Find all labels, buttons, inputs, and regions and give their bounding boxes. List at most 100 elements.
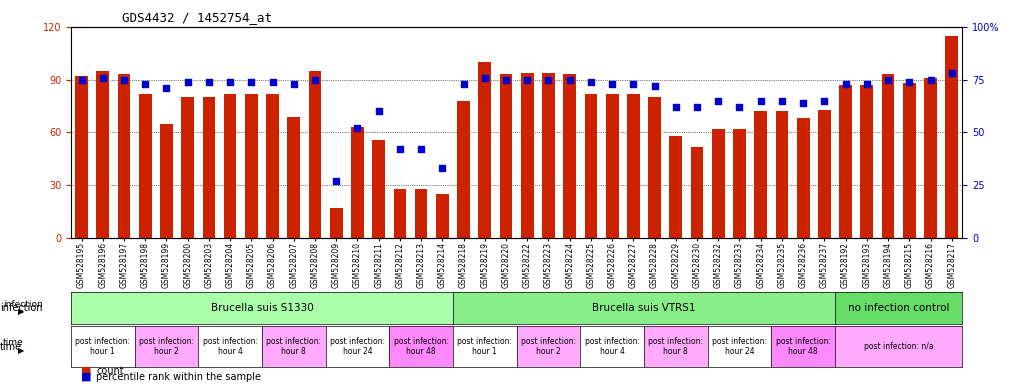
Point: [731, 104, 748, 110]
Text: post infection:
hour 2: post infection: hour 2: [521, 337, 576, 356]
Point: [604, 81, 620, 87]
Bar: [266, 94, 279, 238]
Text: time: time: [0, 341, 22, 352]
Bar: [542, 73, 555, 238]
Point: [435, 165, 451, 171]
Text: Brucella suis VTRS1: Brucella suis VTRS1: [593, 303, 696, 313]
Point: [540, 76, 556, 83]
Point: [795, 100, 811, 106]
Bar: [181, 97, 194, 238]
Point: [774, 98, 790, 104]
Bar: [393, 189, 406, 238]
Bar: [819, 109, 831, 238]
Point: [264, 79, 281, 85]
Text: GDS4432 / 1452754_at: GDS4432 / 1452754_at: [122, 12, 271, 25]
Point: [816, 98, 833, 104]
Bar: [414, 189, 427, 238]
Bar: [563, 74, 576, 238]
Text: post infection:
hour 24: post infection: hour 24: [330, 337, 385, 356]
Point: [582, 79, 599, 85]
Text: post infection:
hour 8: post infection: hour 8: [266, 337, 321, 356]
Bar: [776, 111, 788, 238]
Point: [328, 178, 344, 184]
Text: no infection control: no infection control: [848, 303, 949, 313]
Point: [668, 104, 684, 110]
Point: [137, 81, 153, 87]
Text: infection: infection: [0, 303, 43, 313]
Point: [753, 98, 769, 104]
Point: [689, 104, 705, 110]
Text: post infection:
hour 24: post infection: hour 24: [712, 337, 767, 356]
Point: [307, 76, 323, 83]
Point: [456, 81, 472, 87]
Bar: [839, 85, 852, 238]
Bar: [224, 94, 236, 238]
Point: [222, 79, 238, 85]
Bar: [521, 73, 534, 238]
Point: [710, 98, 726, 104]
Text: ▶: ▶: [18, 346, 24, 355]
Text: infection: infection: [3, 300, 43, 309]
Point: [519, 76, 535, 83]
Bar: [352, 127, 364, 238]
Bar: [903, 83, 916, 238]
Point: [838, 81, 854, 87]
Bar: [309, 71, 321, 238]
Point: [73, 76, 89, 83]
Point: [902, 79, 918, 85]
Bar: [691, 147, 703, 238]
Bar: [797, 118, 809, 238]
Bar: [139, 94, 152, 238]
Point: [859, 81, 875, 87]
Point: [944, 70, 960, 76]
Point: [201, 79, 217, 85]
Bar: [288, 117, 300, 238]
Point: [880, 76, 897, 83]
Text: count: count: [96, 366, 124, 376]
Point: [923, 76, 939, 83]
Point: [477, 74, 493, 81]
Text: Brucella suis S1330: Brucella suis S1330: [211, 303, 313, 313]
Text: post infection:
hour 8: post infection: hour 8: [648, 337, 703, 356]
Bar: [373, 139, 385, 238]
Point: [286, 81, 302, 87]
Point: [646, 83, 663, 89]
Bar: [860, 85, 873, 238]
Point: [561, 76, 577, 83]
Bar: [606, 94, 619, 238]
Bar: [627, 94, 640, 238]
Point: [413, 146, 430, 152]
Bar: [755, 111, 767, 238]
Point: [392, 146, 408, 152]
Text: post infection:
hour 4: post infection: hour 4: [203, 337, 257, 356]
Point: [158, 85, 174, 91]
Bar: [245, 94, 257, 238]
Bar: [457, 101, 470, 238]
Point: [625, 81, 641, 87]
Text: post infection:
hour 48: post infection: hour 48: [394, 337, 449, 356]
Bar: [96, 71, 109, 238]
Bar: [585, 94, 598, 238]
Bar: [924, 78, 937, 238]
Text: post infection:
hour 4: post infection: hour 4: [585, 337, 639, 356]
Bar: [203, 97, 215, 238]
Text: percentile rank within the sample: percentile rank within the sample: [96, 372, 261, 382]
Text: post infection:
hour 1: post infection: hour 1: [457, 337, 513, 356]
Point: [179, 79, 196, 85]
Point: [498, 76, 515, 83]
Text: post infection:
hour 1: post infection: hour 1: [75, 337, 131, 356]
Text: post infection:
hour 2: post infection: hour 2: [139, 337, 193, 356]
Point: [243, 79, 259, 85]
Bar: [330, 208, 342, 238]
Point: [94, 74, 110, 81]
Bar: [881, 74, 894, 238]
Bar: [160, 124, 173, 238]
Bar: [945, 36, 958, 238]
Point: [115, 76, 132, 83]
Bar: [499, 74, 513, 238]
Bar: [670, 136, 682, 238]
Bar: [733, 129, 746, 238]
Text: ■: ■: [81, 372, 91, 382]
Text: post infection:
hour 48: post infection: hour 48: [776, 337, 831, 356]
Bar: [478, 62, 491, 238]
